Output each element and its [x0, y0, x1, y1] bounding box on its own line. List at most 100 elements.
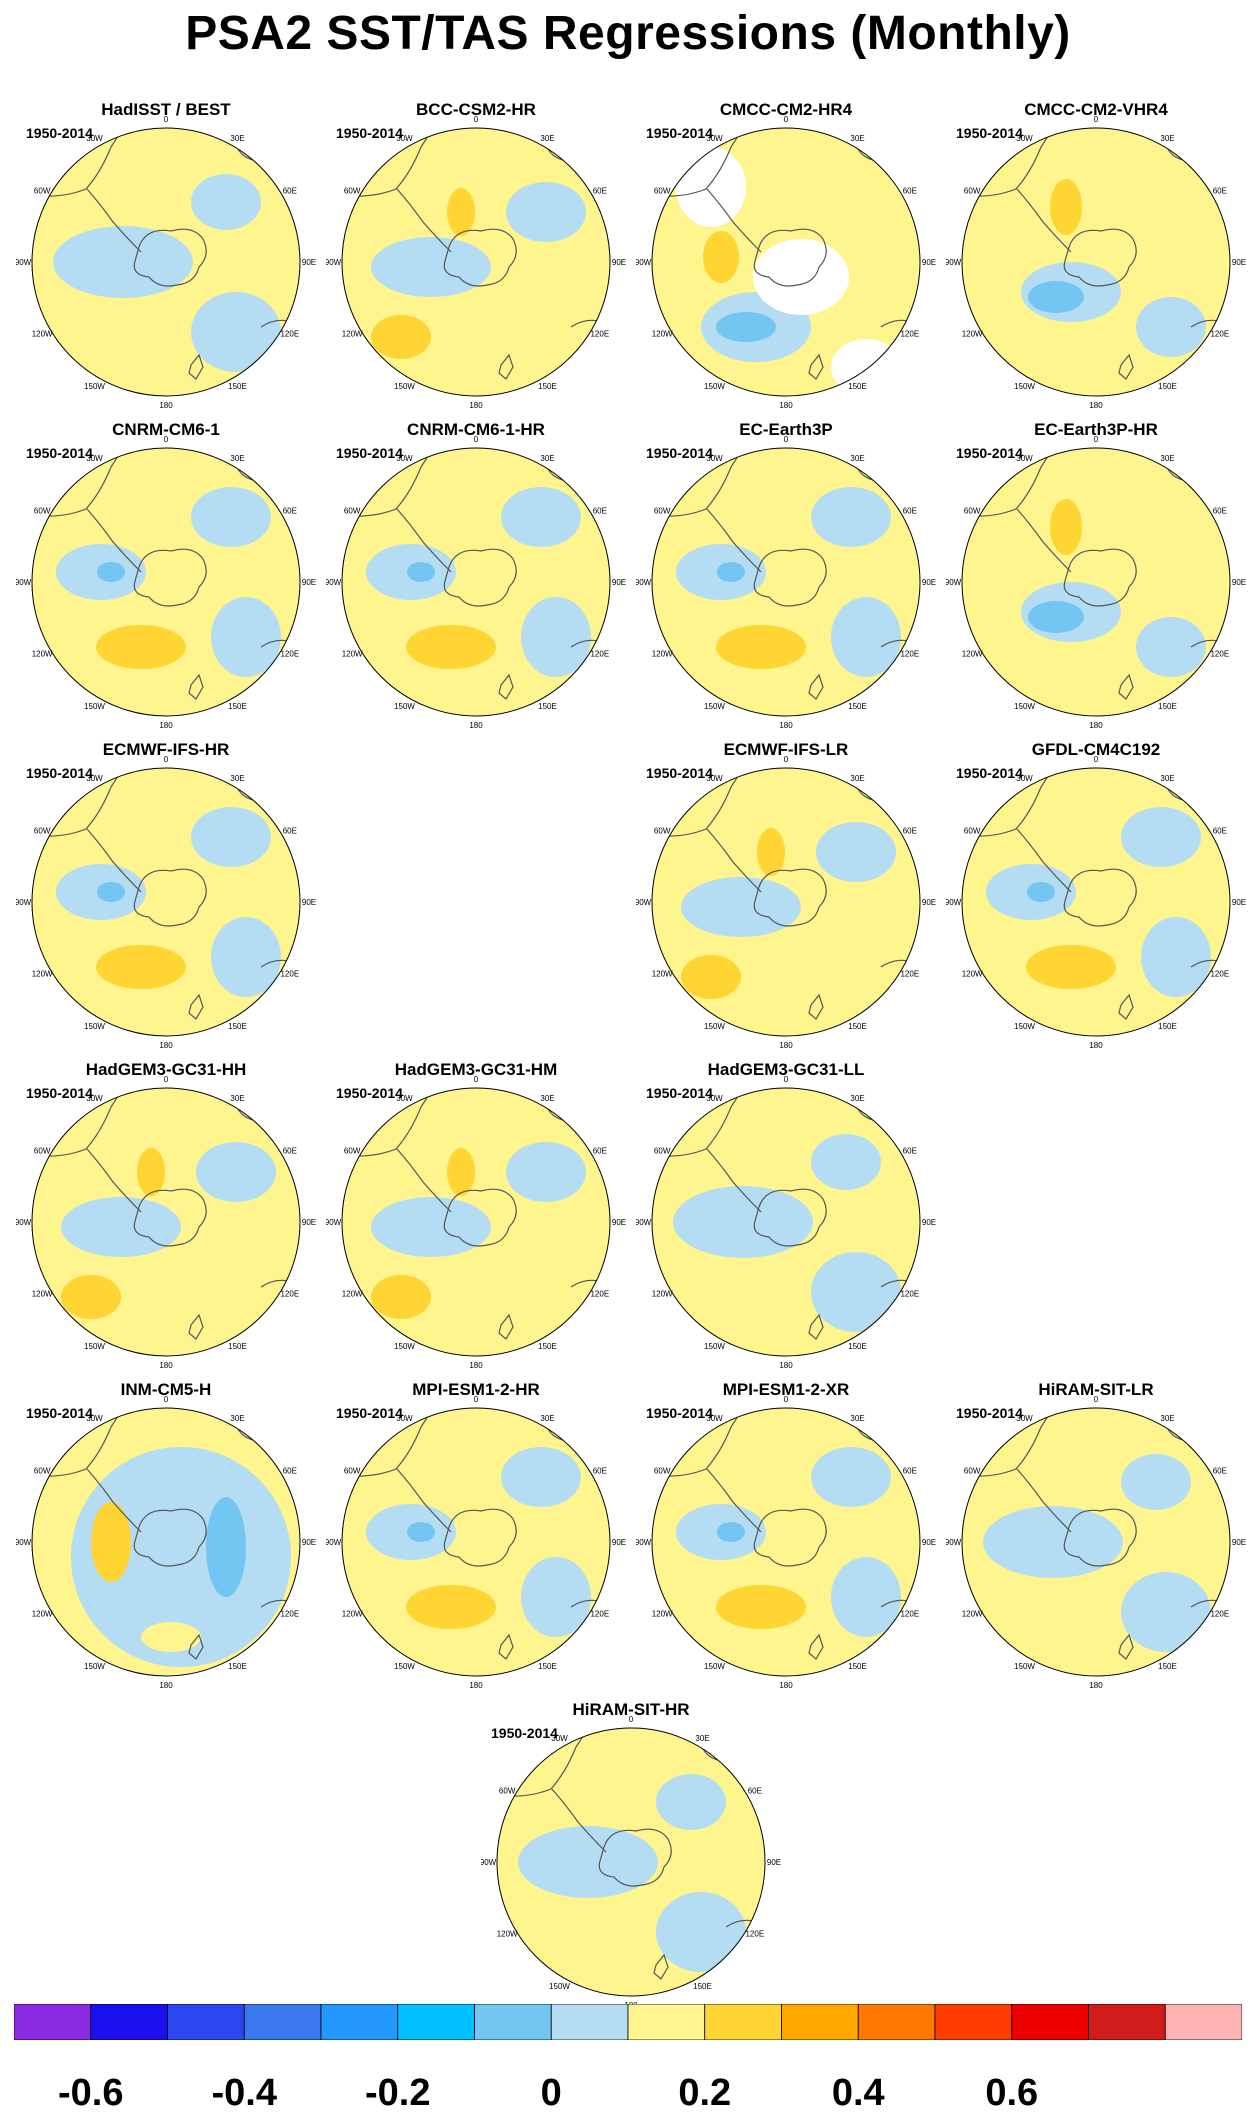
longitude-label: 0	[784, 435, 789, 444]
map-panel: ECMWF-IFS-LR 1950-2014 0 30E 60E 90E 120E 150E 1…	[636, 740, 936, 1050]
longitude-label: 60W	[34, 1147, 51, 1156]
panel-title: HadISST / BEST	[101, 100, 231, 119]
longitude-label: 60E	[1213, 827, 1227, 836]
longitude-label: 30E	[230, 774, 244, 783]
longitude-label: 120E	[900, 1290, 919, 1299]
longitude-label: 90W	[326, 1218, 342, 1227]
longitude-label: 60W	[964, 187, 981, 196]
anomaly-region	[501, 487, 581, 547]
longitude-label: 90E	[767, 1858, 781, 1867]
longitude-label: 60W	[964, 1467, 981, 1476]
longitude-label: 30E	[230, 454, 244, 463]
map-panel: GFDL-CM4C192 1950-2014 0 30E 60E 90E 120E 150E 1…	[946, 740, 1246, 1050]
panel-title: HadGEM3-GC31-HH	[85, 1060, 247, 1079]
anomaly-region	[211, 597, 281, 677]
anomaly-region	[1136, 297, 1206, 357]
longitude-label: 90W	[636, 1538, 652, 1547]
anomaly-region	[53, 226, 193, 298]
longitude-label: 180	[469, 1681, 483, 1690]
map-border	[31, 127, 301, 397]
longitude-label: 30W	[706, 134, 723, 143]
anomaly-region	[137, 1148, 165, 1196]
map-panel: MPI-ESM1-2-XR 1950-2014 0 30E 60E 90E 120E 150E…	[636, 1380, 936, 1690]
antarctica-coastline	[133, 1508, 207, 1567]
longitude-label: 30W	[1016, 774, 1033, 783]
anomaly-region	[407, 1522, 435, 1542]
panel-period: 1950-2014	[956, 445, 1023, 461]
longitude-label: 30E	[1160, 134, 1174, 143]
polar-map: 0 30E 60E 90E 120E 150E 180 150W 120W 90W 60W 30W	[326, 1075, 626, 1370]
longitude-label: 150E	[848, 1342, 867, 1351]
longitude-label: 60E	[283, 187, 297, 196]
longitude-label: 90W	[636, 1218, 652, 1227]
longitude-label: 120E	[1210, 1610, 1229, 1619]
longitude-label: 180	[159, 721, 173, 730]
map-border	[651, 1407, 921, 1677]
antarctica-coastline	[753, 548, 827, 607]
longitude-label: 150W	[704, 1022, 725, 1031]
longitude-label: 120W	[962, 650, 983, 659]
longitude-label: 60W	[654, 1147, 671, 1156]
polar-map: 0 30E 60E 90E 120E 150E 180 150W 120W 90W 60W 30W	[946, 115, 1246, 410]
longitude-label: 90W	[481, 1858, 497, 1867]
anomaly-region	[717, 562, 745, 582]
anomaly-region	[681, 955, 741, 999]
anomaly-region	[1028, 601, 1084, 633]
polar-map: 0 30E 60E 90E 120E 150E 180 150W 120W 90W 60W 30W	[16, 1395, 316, 1690]
longitude-label: 90W	[636, 258, 652, 267]
longitude-label: 120E	[590, 650, 609, 659]
longitude-label: 180	[1089, 401, 1103, 410]
longitude-label: 0	[784, 1395, 789, 1404]
longitude-label: 150E	[848, 1662, 867, 1671]
longitude-label: 90W	[946, 1538, 962, 1547]
longitude-label: 180	[469, 401, 483, 410]
anomaly-region	[141, 1622, 201, 1652]
longitude-label: 60W	[654, 187, 671, 196]
longitude-label: 0	[784, 755, 789, 764]
longitude-label: 60E	[748, 1787, 762, 1796]
map-panel: MPI-ESM1-2-HR 1950-2014 0 30E 60E 90E 120E 150E…	[326, 1380, 626, 1690]
longitude-label: 150E	[538, 1342, 557, 1351]
longitude-label: 120W	[342, 1290, 363, 1299]
longitude-label: 180	[779, 1361, 793, 1370]
longitude-label: 60E	[1213, 187, 1227, 196]
map-border	[31, 447, 301, 717]
longitude-label: 30E	[850, 774, 864, 783]
longitude-label: 120W	[652, 650, 673, 659]
colorbar-tick-label: -0.6	[58, 2072, 124, 2114]
longitude-label: 90E	[612, 578, 626, 587]
anomaly-region	[71, 1447, 291, 1667]
polar-map: 0 30E 60E 90E 120E 150E 180 150W 120W 90W 60W 30W	[16, 755, 316, 1050]
map-border	[31, 1407, 301, 1677]
longitude-label: 180	[159, 1041, 173, 1050]
longitude-label: 90E	[302, 1218, 316, 1227]
map-border	[961, 447, 1231, 717]
anomaly-region	[703, 231, 739, 283]
colorbar-bin	[90, 2003, 168, 2041]
longitude-label: 30W	[86, 134, 103, 143]
map-border	[961, 127, 1231, 397]
anomaly-region	[211, 917, 281, 997]
longitude-label: 90W	[946, 898, 962, 907]
panel-period: 1950-2014	[646, 1085, 713, 1101]
panel-title: EC-Earth3P-HR	[1034, 420, 1158, 439]
map-border	[341, 447, 611, 717]
anomaly-region	[681, 877, 801, 937]
map-border	[341, 1407, 611, 1677]
map-panel: CMCC-CM2-HR4 1950-2014 0 30E 60E 90E 120E 150E 1…	[636, 100, 936, 410]
longitude-label: 150W	[84, 1022, 105, 1031]
panel-period: 1950-2014	[26, 1085, 93, 1101]
anomaly-region	[1050, 179, 1082, 235]
longitude-label: 60W	[34, 507, 51, 516]
panel-period: 1950-2014	[336, 445, 403, 461]
anomaly-region	[371, 1197, 491, 1257]
anomaly-region	[96, 625, 186, 669]
antarctica-coastline	[1063, 548, 1137, 607]
longitude-label: 0	[629, 1715, 634, 1724]
longitude-label: 0	[1094, 755, 1099, 764]
anomaly-region	[206, 1497, 246, 1597]
anomaly-region	[371, 315, 431, 359]
panel-title: EC-Earth3P	[739, 420, 833, 439]
anomaly-region	[1136, 617, 1206, 677]
longitude-label: 60W	[654, 507, 671, 516]
